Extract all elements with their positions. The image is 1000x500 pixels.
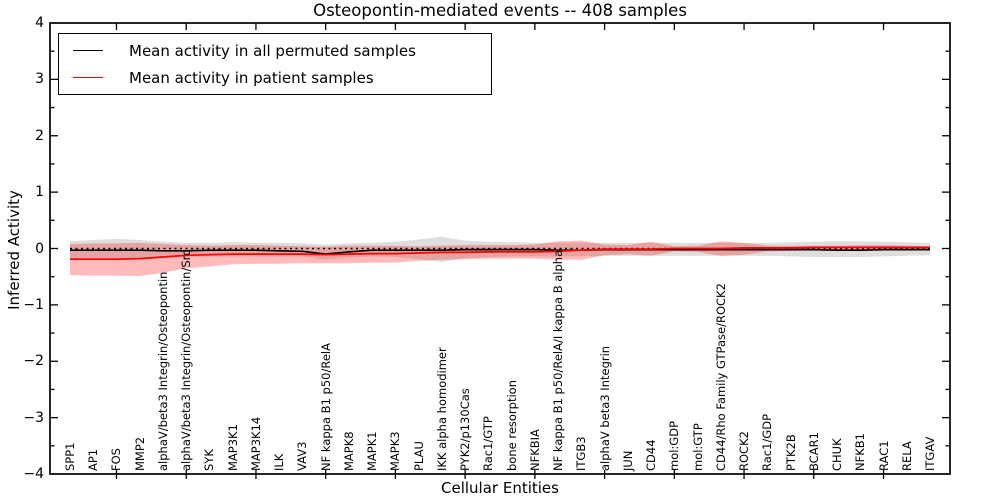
x-tick-label: CD44 (644, 439, 659, 471)
y-tick-label: 2 (35, 127, 44, 144)
x-tick-label: alphaV/beta3 Integrin/Osteopontin (155, 271, 170, 471)
x-tick-label: MAPK1 (365, 431, 380, 471)
x-tick-label: CD44/Rho Family GTPase/ROCK2 (713, 283, 728, 471)
x-tick-label: PLAU (411, 441, 426, 471)
legend-item-permuted: Mean activity in all permuted samples (73, 38, 491, 64)
y-tick-label: −4 (23, 466, 44, 482)
x-tick-label: alphaV/beta3 Integrin/Osteopontin/Src (179, 249, 194, 471)
x-tick-label: ITGB3 (574, 436, 589, 471)
legend: Mean activity in all permuted samples Me… (58, 33, 492, 95)
permuted-mean-line (70, 248, 930, 255)
chart-title: Osteopontin-mediated events -- 408 sampl… (313, 1, 687, 20)
x-tick-label: NF kappa B1 p50/RelA (318, 343, 333, 471)
x-tick-label: Rac1/GDP (760, 413, 775, 471)
x-tick-label: NF kappa B1 p50/RelA/I kappa B alpha (551, 249, 566, 471)
x-tick-label: NFKB1 (853, 433, 868, 471)
x-tick-label: mol:GTP (690, 423, 705, 471)
x-tick-label: AP1 (86, 448, 101, 471)
legend-label: Mean activity in patient samples (129, 68, 374, 87)
patient-samples-std-band (70, 240, 930, 277)
x-tick-label: ITGAV (923, 436, 937, 471)
x-tick-label: MAP3K14 (248, 416, 263, 471)
x-tick-label: FOS (109, 448, 124, 471)
x-tick-label: bone resorption (504, 380, 519, 471)
legend-line-swatch-red (73, 77, 103, 78)
y-tick-label: 1 (35, 184, 44, 201)
x-tick-label: CHUK (830, 438, 845, 471)
x-tick-label: VAV3 (295, 441, 310, 471)
x-tick-label: alphaV beta3 Integrin (597, 345, 612, 471)
y-tick-label: 0 (35, 240, 44, 257)
y-tick-label: 4 (35, 15, 44, 31)
x-tick-label: NFKBIA (527, 429, 542, 471)
y-tick-label: 3 (35, 71, 44, 88)
x-tick-label: RELA (899, 441, 914, 471)
x-tick-label: mol:GDP (667, 420, 682, 471)
x-tick-label: BCAR1 (806, 432, 821, 471)
x-tick-label: Rac1/GTP (481, 416, 496, 471)
x-tick-label: PYK2/p130Cas (458, 388, 473, 471)
x-tick-label: MAPK8 (341, 431, 356, 471)
x-tick-label: ROCK2 (737, 431, 752, 471)
x-axis-label: Cellular Entities (441, 479, 559, 497)
x-tick-label: RAC1 (876, 440, 891, 471)
x-tick-label: MAPK3 (388, 431, 403, 471)
x-tick-label: MAP3K1 (225, 424, 240, 471)
x-tick-label: SYK (202, 449, 217, 471)
x-tick-label: MMP2 (132, 436, 147, 471)
legend-label: Mean activity in all permuted samples (129, 41, 416, 60)
legend-item-patient: Mean activity in patient samples (73, 65, 491, 91)
patient-mean-line (70, 246, 930, 261)
x-tick-label: SPP1 (63, 442, 77, 472)
x-tick-label: PTK2B (783, 434, 798, 471)
x-tick-label: JUN (620, 450, 635, 471)
y-tick-label: −3 (23, 409, 44, 426)
x-tick-label: ILK (272, 453, 287, 471)
y-tick-label: −1 (23, 296, 44, 313)
y-tick-label: −2 (23, 353, 44, 370)
x-tick-label: IKK alpha homodimer (434, 347, 449, 471)
legend-line-swatch-black (73, 50, 103, 51)
